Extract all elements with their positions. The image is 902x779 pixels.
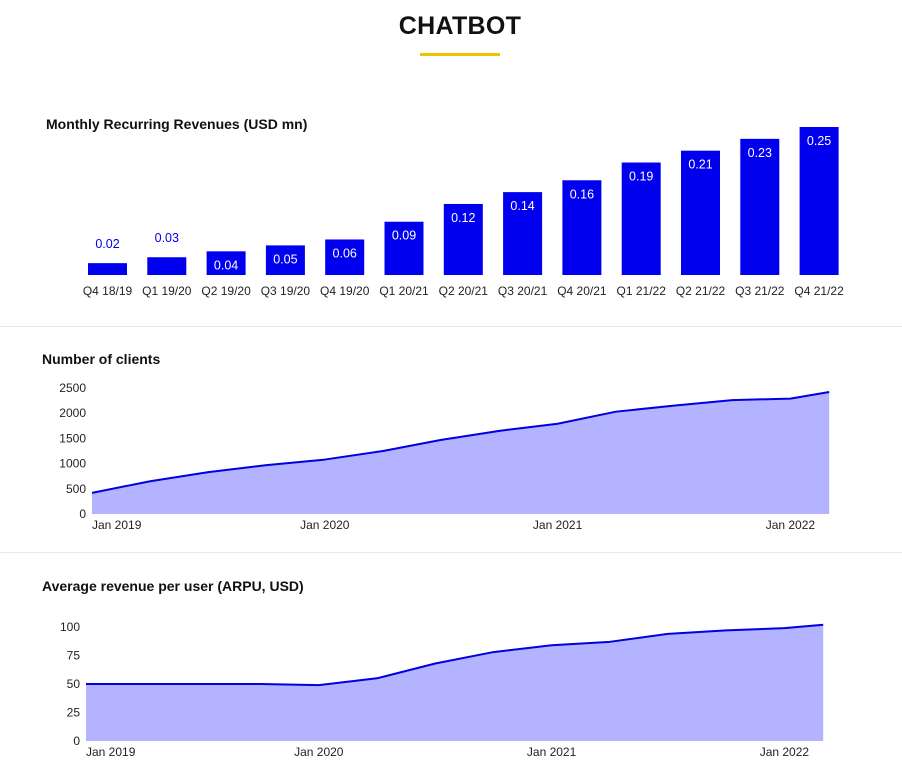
x-tick-label: Jan 2020 bbox=[294, 745, 344, 759]
bar-value-label: 0.21 bbox=[688, 158, 712, 172]
x-tick-label: Jan 2022 bbox=[760, 745, 810, 759]
x-tick-label: Q3 20/21 bbox=[498, 284, 548, 298]
mrr-bar-chart: 0.02 Q4 18/19 0.03 Q1 19/20 0.04 Q2 19/20 0.05… bbox=[83, 127, 844, 298]
bar-value-label: 0.14 bbox=[510, 199, 534, 213]
bar bbox=[88, 263, 127, 275]
bar-value-label: 0.25 bbox=[807, 134, 831, 148]
bar-value-label: 0.02 bbox=[95, 237, 119, 251]
section-divider bbox=[0, 326, 902, 327]
clients-chart-title: Number of clients bbox=[42, 351, 161, 367]
area-fill bbox=[86, 624, 824, 741]
bar bbox=[325, 239, 365, 275]
bar bbox=[562, 180, 602, 275]
x-tick-label: Q2 19/20 bbox=[201, 284, 251, 298]
bar bbox=[265, 245, 305, 275]
bar bbox=[384, 221, 424, 275]
bar-value-label: 0.16 bbox=[570, 187, 594, 201]
bar-value-label: 0.06 bbox=[333, 246, 357, 260]
y-tick-label: 75 bbox=[67, 649, 81, 663]
bar-value-label: 0.04 bbox=[214, 258, 238, 272]
bar bbox=[206, 251, 246, 275]
bar bbox=[799, 127, 839, 275]
area-fill bbox=[92, 392, 830, 514]
y-tick-label: 0 bbox=[73, 734, 80, 748]
clients-area-chart: 0 500 1000 1500 2000 2500 Jan 2019 Jan 2020 Jan … bbox=[59, 381, 830, 532]
y-tick-label: 0 bbox=[79, 507, 86, 521]
y-tick-label: 25 bbox=[67, 706, 81, 720]
bar bbox=[443, 203, 483, 275]
y-tick-label: 100 bbox=[60, 620, 80, 634]
bar-value-label: 0.12 bbox=[451, 211, 475, 225]
x-tick-label: Q1 20/21 bbox=[379, 284, 429, 298]
x-tick-label: Jan 2020 bbox=[300, 518, 350, 532]
x-tick-label: Q1 19/20 bbox=[142, 284, 192, 298]
mrr-chart-title: Monthly Recurring Revenues (USD mn) bbox=[46, 116, 308, 132]
bar bbox=[147, 257, 187, 275]
y-tick-label: 2000 bbox=[59, 406, 86, 420]
bar-value-label: 0.09 bbox=[392, 229, 416, 243]
series-line bbox=[86, 623, 824, 687]
x-tick-label: Q1 21/22 bbox=[617, 284, 667, 298]
y-tick-label: 1500 bbox=[59, 431, 86, 445]
x-tick-label: Q4 20/21 bbox=[557, 284, 607, 298]
bar-value-label: 0.19 bbox=[629, 170, 653, 184]
series-line bbox=[91, 391, 830, 494]
page-title: CHATBOT bbox=[398, 12, 522, 40]
y-tick-label: 2500 bbox=[59, 381, 86, 395]
bar bbox=[621, 162, 661, 275]
x-tick-label: Jan 2022 bbox=[766, 518, 816, 532]
bar-value-label: 0.03 bbox=[155, 231, 179, 245]
arpu-chart-title: Average revenue per user (ARPU, USD) bbox=[42, 578, 304, 594]
y-tick-label: 500 bbox=[66, 482, 86, 496]
bar bbox=[503, 192, 543, 275]
x-tick-label: Q4 21/22 bbox=[794, 284, 844, 298]
bar bbox=[681, 150, 720, 275]
y-tick-label: 1000 bbox=[59, 457, 86, 471]
bar bbox=[740, 138, 780, 275]
x-tick-label: Q2 21/22 bbox=[676, 284, 726, 298]
x-tick-label: Jan 2019 bbox=[92, 518, 142, 532]
x-tick-label: Jan 2021 bbox=[527, 745, 577, 759]
x-tick-label: Jan 2021 bbox=[533, 518, 583, 532]
x-tick-label: Q3 21/22 bbox=[735, 284, 785, 298]
section-divider bbox=[0, 552, 902, 553]
x-tick-label: Q4 19/20 bbox=[320, 284, 370, 298]
title-underline bbox=[420, 53, 500, 56]
x-tick-label: Q2 20/21 bbox=[439, 284, 489, 298]
bar-value-label: 0.05 bbox=[273, 252, 297, 266]
bar-value-label: 0.23 bbox=[748, 146, 772, 160]
y-tick-label: 50 bbox=[67, 677, 81, 691]
x-tick-label: Jan 2019 bbox=[86, 745, 136, 759]
x-tick-label: Q3 19/20 bbox=[261, 284, 311, 298]
x-tick-label: Q4 18/19 bbox=[83, 284, 133, 298]
